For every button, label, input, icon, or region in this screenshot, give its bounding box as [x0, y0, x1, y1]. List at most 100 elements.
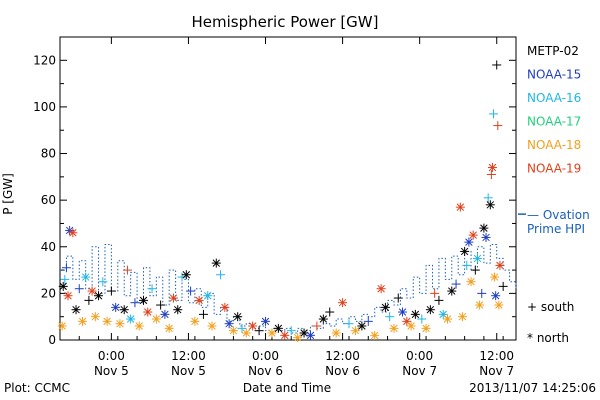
x-tick-label-date: Nov 6: [325, 364, 360, 378]
data-point-south: [363, 316, 373, 326]
data-point-north: [87, 286, 97, 296]
data-point-north: [475, 300, 485, 310]
x-tick-label-time: 12:00: [171, 349, 206, 363]
data-point-north: [119, 305, 129, 315]
data-point-north: [318, 314, 328, 324]
data-point-north: [181, 270, 191, 280]
data-point-south: [385, 312, 395, 322]
data-point-north: [224, 319, 234, 329]
data-point-south: [254, 326, 264, 336]
legend-ovation-line2: Prime HPI: [527, 222, 585, 236]
data-point-south: [186, 286, 196, 296]
plot-credit: Plot: CCMC: [4, 381, 70, 395]
data-point-north: [425, 305, 435, 315]
data-point-north: [331, 328, 341, 338]
data-point-south: [74, 284, 84, 294]
data-point-south: [462, 260, 472, 270]
data-point-north: [168, 293, 178, 303]
data-point-north: [350, 326, 360, 336]
data-point-north: [151, 314, 161, 324]
data-point-north: [115, 319, 125, 329]
data-point-north: [194, 295, 204, 305]
data-point-north: [102, 316, 112, 326]
data-point-north: [494, 300, 504, 310]
data-point-south: [489, 109, 499, 119]
data-point-north: [293, 333, 303, 343]
y-tick-label: 60: [41, 193, 56, 207]
data-point-south: [216, 270, 226, 280]
data-point-north: [233, 312, 243, 322]
data-point-north: [466, 277, 476, 287]
data-point-south: [483, 193, 493, 203]
data-point-north: [77, 316, 87, 326]
data-point-north: [472, 253, 482, 263]
legend: METP-02 NOAA-15 NOAA-16 NOAA-17 NOAA-18 NOAA-…: [527, 44, 590, 345]
data-point-north: [455, 202, 465, 212]
data-point-north: [267, 328, 277, 338]
data-point-north: [57, 321, 67, 331]
x-tick-label-time: 12:00: [479, 349, 514, 363]
data-point-north: [490, 272, 500, 282]
data-point-north: [398, 307, 408, 317]
data-point-north: [220, 302, 230, 312]
ovation-series: [60, 213, 526, 334]
data-point-north: [71, 305, 81, 315]
data-point-north: [389, 323, 399, 333]
plot-frame: [59, 36, 517, 341]
data-point-south: [451, 279, 461, 289]
data-point-south: [498, 281, 508, 291]
data-point-north: [203, 291, 213, 301]
data-point-south: [84, 295, 94, 305]
data-point-south: [198, 309, 208, 319]
data-point-south: [286, 326, 296, 336]
data-point-north: [468, 230, 478, 240]
legend-north: * north: [527, 331, 569, 345]
data-point-north: [370, 330, 380, 340]
data-point-north: [63, 291, 73, 301]
x-tick-label-time: 0:00: [406, 349, 433, 363]
data-point-south: [430, 288, 440, 298]
data-point-north: [273, 323, 283, 333]
data-point-north: [111, 302, 121, 312]
data-point-north: [485, 200, 495, 210]
x-tick-label-time: 12:00: [325, 349, 360, 363]
data-point-south: [130, 298, 140, 308]
data-point-south: [344, 319, 354, 329]
legend-item-noaa-16: NOAA-16: [527, 91, 581, 105]
data-point-north: [380, 302, 390, 312]
data-point-north: [134, 321, 144, 331]
data-point-north: [81, 272, 91, 282]
y-tick-label: 80: [41, 147, 56, 161]
data-point-north: [126, 314, 136, 324]
data-point-north: [94, 291, 104, 301]
data-point-south: [147, 284, 157, 294]
x-tick-label-date: Nov 7: [402, 364, 437, 378]
legend-item-noaa-15: NOAA-15: [527, 68, 581, 82]
legend-item-noaa-18: NOAA-18: [527, 138, 581, 152]
data-point-north: [338, 298, 348, 308]
x-tick-label-date: Nov 5: [171, 364, 206, 378]
data-point-south: [417, 314, 427, 324]
data-points: [57, 60, 508, 343]
data-point-south: [98, 277, 108, 287]
data-point-south: [393, 293, 403, 303]
data-point-south: [156, 300, 166, 310]
x-tick-label-date: Nov 5: [94, 364, 129, 378]
legend-item-noaa-19: NOAA-19: [527, 162, 581, 176]
data-point-north: [58, 281, 68, 291]
data-point-south: [237, 323, 247, 333]
data-point-north: [376, 284, 386, 294]
y-tick-label: 0: [48, 333, 56, 347]
data-point-north: [173, 305, 183, 315]
legend-ovation-line1: — Ovation: [527, 208, 590, 222]
x-tick-label-time: 0:00: [98, 349, 125, 363]
data-point-north: [211, 258, 221, 268]
data-point-north: [406, 321, 416, 331]
data-point-north: [402, 316, 412, 326]
data-point-south: [122, 265, 132, 275]
data-point-north: [481, 232, 491, 242]
data-point-north: [280, 330, 290, 340]
data-point-south: [434, 295, 444, 305]
data-point-north: [457, 312, 467, 322]
